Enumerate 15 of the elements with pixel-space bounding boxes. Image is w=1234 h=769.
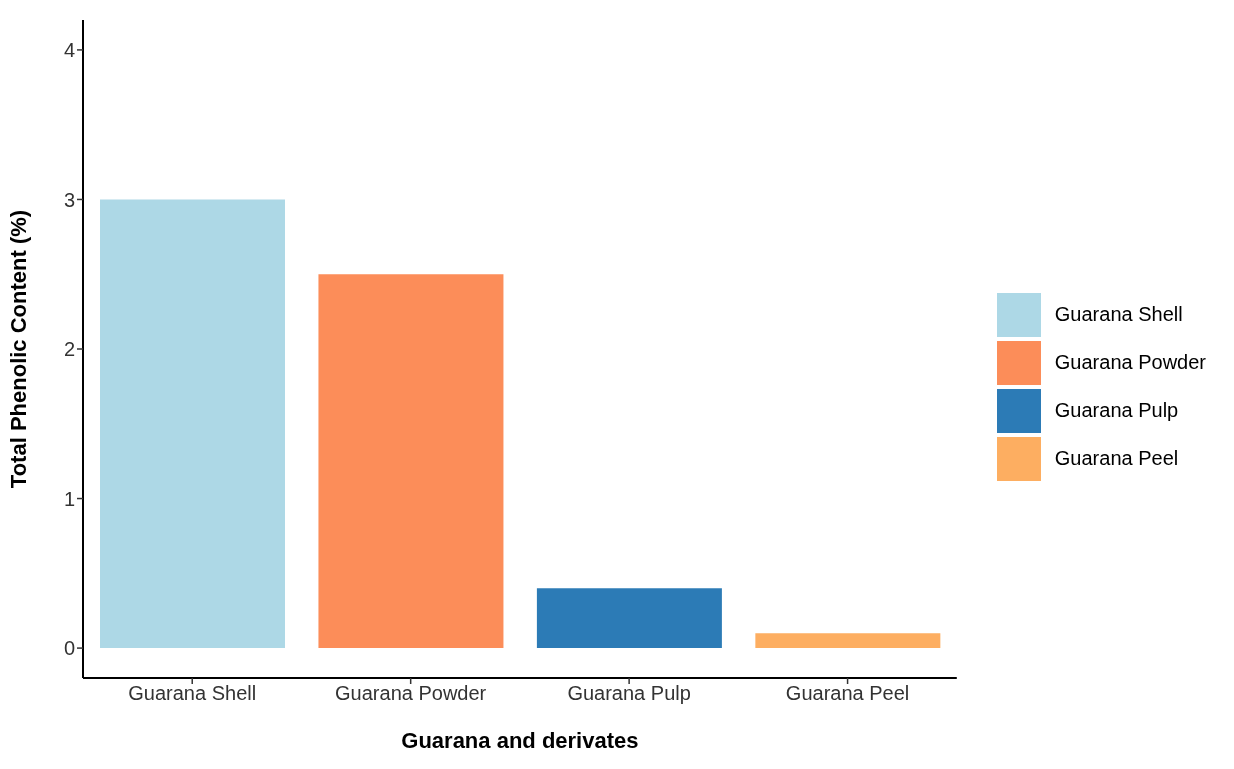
y-tick-label: 3 (63, 188, 75, 211)
y-tick-label: 4 (63, 39, 75, 62)
legend-label: Guarana Shell (1054, 302, 1183, 325)
legend-label: Guarana Powder (1054, 350, 1206, 373)
y-tick-label: 2 (63, 338, 75, 361)
x-tick-label: Guarana Pulp (567, 682, 691, 705)
legend-label: Guarana Pulp (1054, 398, 1179, 421)
x-tick-label: Guarana Shell (128, 682, 257, 705)
y-tick-label: 1 (63, 487, 75, 510)
y-tick-label: 0 (63, 637, 75, 660)
y-axis-title: Total Phenolic Content (%) (5, 209, 31, 489)
legend-label: Guarana Peel (1054, 446, 1179, 469)
x-tick-label: Guarana Powder (335, 682, 487, 705)
x-axis-title: Guarana and derivates (401, 728, 639, 753)
x-tick-label: Guarana Peel (785, 682, 910, 705)
